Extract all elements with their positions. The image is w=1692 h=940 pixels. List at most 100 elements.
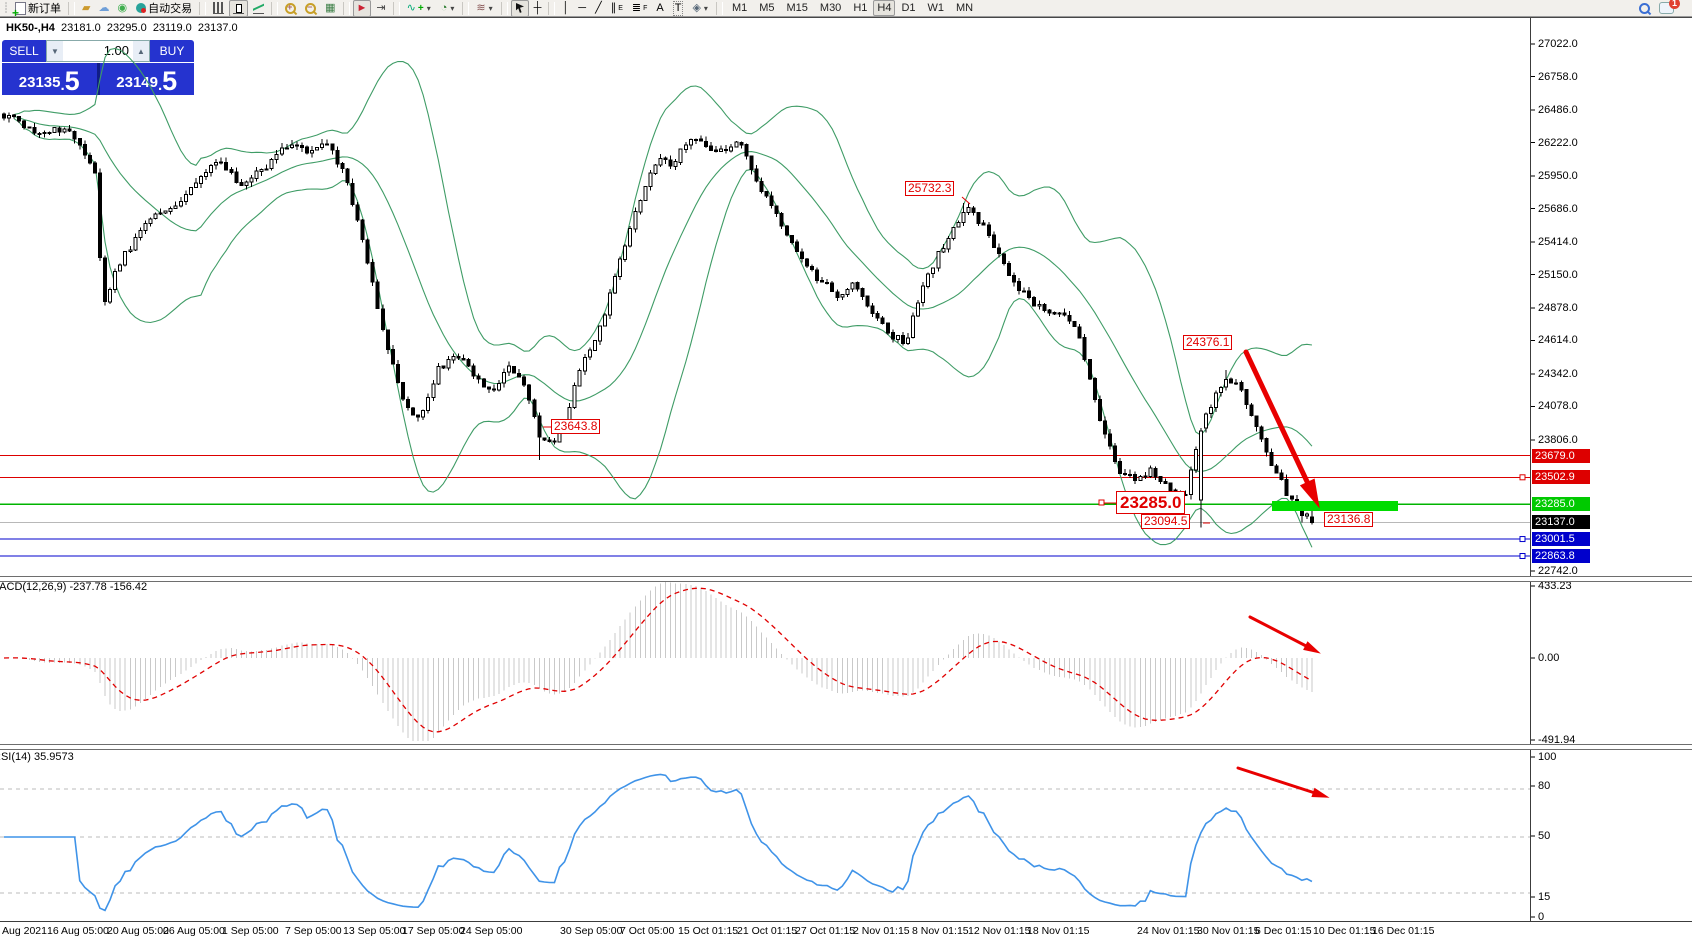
zoom-in-button[interactable]: + (281, 1, 300, 16)
chart-shift-icon: ⇥ (376, 1, 386, 14)
zoom-out-button[interactable]: − (301, 1, 320, 16)
volume-input[interactable]: 1.00 (63, 41, 133, 61)
cursor-button[interactable] (510, 0, 529, 17)
price-annotation-label[interactable]: 23285.0 (1116, 491, 1186, 514)
price-level-chip: 23679.0 (1532, 448, 1590, 463)
rsi-indicator-label: RSI(14) 35.9573 (0, 751, 74, 763)
cloud-icon-button[interactable]: ☁ (95, 1, 114, 16)
candles-chart-button[interactable] (229, 0, 249, 17)
cursor-icon (515, 2, 524, 13)
rsi-layer (0, 773, 1530, 912)
separator (199, 1, 207, 15)
period-button[interactable]: ◔ ▾ (440, 1, 455, 14)
new-order-button[interactable]: + 新订单 (12, 1, 62, 20)
autotrading-button[interactable]: 自动交易 (132, 1, 196, 16)
price-tick-label: 24342.0 (1538, 367, 1578, 380)
time-axis-label: 7 Sep 05:00 (285, 925, 342, 937)
price-tick-label: 24078.0 (1538, 400, 1578, 413)
time-axis-label: 15 Oct 01:15 (678, 925, 739, 937)
line-chart-button[interactable] (249, 1, 268, 16)
arrows-dropdown[interactable]: ◈ ▾ (692, 1, 708, 14)
timeframe-w1-button[interactable]: W1 (927, 2, 945, 14)
timeframe-mn-button[interactable]: MN (956, 2, 974, 14)
buy-price-tile[interactable]: 23149. 5 (99, 63, 194, 95)
one-click-trading-panel: SELL ▼ 1.00 ▲ BUY 23135. 5 23149. 5 (2, 40, 194, 95)
price-level-chip: 23001.5 (1532, 532, 1590, 547)
toolbar-grip[interactable]: ┊ (3, 2, 10, 14)
text-label-button[interactable]: T (669, 0, 688, 16)
crosshair-button[interactable]: ┼ (530, 1, 546, 16)
bars-chart-icon (213, 2, 225, 14)
channel-button[interactable]: ∥ E (610, 1, 623, 14)
vline-icon: │ (562, 1, 570, 14)
chart-title-ohlc: HK50-,H4 23181.0 23295.0 23119.0 23137.0 (6, 22, 238, 34)
price-axis-border (1530, 18, 1531, 921)
separator (271, 1, 279, 15)
volume-decrease-button[interactable]: ▼ (47, 41, 63, 61)
separator (548, 1, 556, 15)
trendline-icon: ╱ (595, 1, 602, 14)
time-axis-label: 20 Aug 05:00 (107, 925, 169, 937)
timeframe-m1-button[interactable]: M1 (731, 2, 748, 14)
timeframe-h4-button[interactable]: H4 (873, 0, 896, 16)
indicator-window-icon: ≋ (476, 1, 486, 14)
separator (342, 1, 350, 15)
price-tick-label: 24614.0 (1538, 334, 1578, 347)
sell-price-tile[interactable]: 23135. 5 (2, 63, 97, 95)
timeframe-d1-button[interactable]: D1 (901, 2, 916, 14)
template-dropdown[interactable]: ≋ ▾ (476, 1, 493, 14)
bars-chart-button[interactable] (209, 1, 228, 16)
rsi-panel-separator[interactable] (0, 744, 1692, 750)
price-annotation-label[interactable]: 24376.1 (1183, 335, 1233, 350)
price-tick-label: 26222.0 (1538, 136, 1578, 149)
signals-icon-button[interactable]: ◉ (114, 1, 132, 16)
chart-shift-button[interactable]: ⇥ (372, 1, 389, 16)
profiles-icon-button[interactable]: ▰ (78, 1, 94, 16)
price-tick-label: 24878.0 (1538, 301, 1578, 314)
timeframe-h1-button[interactable]: H1 (853, 2, 868, 14)
trendline-button[interactable]: ╱ (591, 1, 606, 16)
separator (500, 1, 508, 15)
time-axis-label: 2 Nov 01:15 (853, 925, 910, 937)
timeframe-m15-button[interactable]: M15 (786, 2, 808, 14)
rsi-axis-label: 0 (1538, 911, 1545, 923)
chat-button[interactable]: 1 (1655, 0, 1680, 16)
fibonacci-button[interactable]: ≣ F (631, 1, 648, 14)
price-annotation-label[interactable]: 23094.5 (1141, 514, 1191, 529)
search-button[interactable] (1635, 1, 1654, 16)
text-button[interactable]: A (652, 1, 667, 16)
notification-badge: 1 (1669, 0, 1680, 9)
time-axis-label: 21 Oct 01:15 (737, 925, 798, 937)
timeframe-m30-button[interactable]: M30 (819, 2, 842, 14)
time-axis[interactable] (0, 921, 1692, 940)
buy-button[interactable]: BUY (150, 40, 194, 62)
time-axis-label: 7 Oct 05:00 (620, 925, 675, 937)
price-annotation-label[interactable]: 23643.8 (551, 419, 601, 434)
time-axis-label: Aug 2021 (2, 925, 47, 937)
volume-stepper: ▼ 1.00 ▲ (46, 40, 150, 62)
time-axis-label: 1 Sep 05:00 (222, 925, 279, 937)
auto-scroll-button[interactable]: ► (352, 0, 372, 17)
search-icon (1639, 2, 1650, 14)
timeframe-m5-button[interactable]: M5 (759, 2, 775, 14)
separator (715, 1, 723, 15)
price-annotation-label[interactable]: 23136.8 (1324, 512, 1374, 527)
macd-axis-label: -491.94 (1538, 734, 1576, 746)
macd-panel-separator[interactable] (0, 576, 1692, 582)
volume-increase-button[interactable]: ▲ (133, 41, 149, 61)
separator (68, 1, 76, 15)
time-axis-label: 13 Sep 05:00 (343, 925, 406, 937)
time-axis-label: 18 Nov 01:15 (1027, 925, 1090, 937)
sell-button[interactable]: SELL (2, 40, 46, 62)
separator (462, 1, 470, 15)
rsi-axis-label: 80 (1538, 780, 1551, 792)
hline-button[interactable]: ─ (574, 1, 590, 16)
price-annotation-label[interactable]: 25732.3 (905, 181, 955, 196)
vline-button[interactable]: │ (558, 1, 573, 16)
add-indicator-button[interactable]: ∿ + ▾ (406, 1, 431, 14)
tile-windows-button[interactable]: ▦ (321, 1, 339, 16)
text-icon: A (656, 1, 664, 14)
price-tick-label: 27022.0 (1538, 38, 1578, 50)
